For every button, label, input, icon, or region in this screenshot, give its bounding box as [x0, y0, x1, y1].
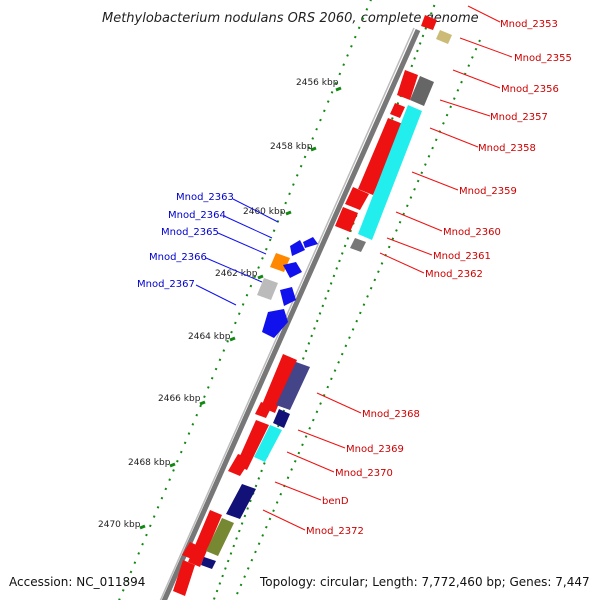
cds-arrow [228, 454, 251, 476]
cds-block-gray-small [350, 238, 366, 252]
cds-arrow-blue [262, 309, 288, 338]
cds-block-navy [201, 557, 216, 569]
scale-track-ticks [118, 0, 372, 600]
cds-block-gray [257, 278, 278, 300]
gene-label-mnod-2361: Mnod_2361 [433, 251, 491, 262]
cds-arrow [182, 542, 203, 560]
cds-arrow-blue [280, 287, 296, 306]
left-leaders [195, 198, 279, 306]
gene-label-mnod-2362: Mnod_2362 [425, 269, 483, 280]
cds-arrow [335, 207, 358, 232]
tick-label: 2468 kbp [128, 458, 171, 468]
cds-block-cyan [358, 105, 422, 240]
tick-label: 2464 kbp [188, 332, 231, 342]
cds-arrow [358, 118, 403, 195]
cds-block-olive [206, 518, 234, 556]
tick-label: 2460 kbp [243, 207, 286, 217]
tick-label: 2458 kbp [270, 142, 313, 152]
gene-label-mnod-2365: Mnod_2365 [161, 227, 219, 238]
gene-label-mnod-2359: Mnod_2359 [459, 186, 517, 197]
cds-block-beige [436, 30, 452, 44]
gene-label-mnod-2372: Mnod_2372 [306, 526, 364, 537]
reverse-cds [257, 237, 318, 338]
tick-label: 2466 kbp [158, 394, 201, 404]
gene-label-mnod-2366: Mnod_2366 [149, 252, 207, 263]
cds-arrow [345, 187, 369, 210]
cds-block-navy [226, 484, 256, 519]
cds-block-navy [273, 409, 290, 428]
gene-label-mnod-2357: Mnod_2357 [490, 112, 548, 123]
gene-label-mnod-2369: Mnod_2369 [346, 444, 404, 455]
cds-block-gray [410, 76, 434, 106]
cds-arrow-blue [303, 237, 318, 248]
accession-text: Accession: NC_011894 [9, 575, 145, 589]
right-leaders [262, 5, 513, 531]
map-title: Methylobacterium nodulans ORS 2060, comp… [102, 11, 479, 26]
kbp-tick-marks [139, 86, 342, 530]
cds-arrow [173, 560, 195, 596]
cds-arrow-blue [283, 262, 302, 278]
gene-label-mnod-2367: Mnod_2367 [137, 279, 195, 290]
forward-cds-lower [173, 354, 297, 596]
topology-text: Topology: circular; Length: 7,772,460 bp… [259, 575, 590, 589]
cds-arrow-blue [290, 240, 305, 256]
gene-label-mnod-2368: Mnod_2368 [362, 409, 420, 420]
gene-label-mnod-2353: Mnod_2353 [500, 19, 558, 30]
gene-label-mnod-2356: Mnod_2356 [501, 84, 559, 95]
inner-cds-lower [201, 362, 310, 569]
tick-label: 2470 kbp [98, 520, 141, 530]
cds-arrow [261, 354, 297, 413]
tick-label: 2456 kbp [296, 78, 339, 88]
cds-arrow [397, 70, 418, 100]
cds-block-purple [276, 362, 310, 410]
inner-cds-upper [350, 30, 452, 252]
gene-label-mnod-2364: Mnod_2364 [168, 210, 226, 221]
gene-label-mnod-2355: Mnod_2355 [514, 53, 572, 64]
tick-label: 2462 kbp [215, 269, 258, 279]
gene-label-mnod-2363: Mnod_2363 [176, 192, 234, 203]
gene-label-mnod-2370: Mnod_2370 [335, 468, 393, 479]
gene-label-mnod-2358: Mnod_2358 [478, 143, 536, 154]
genome-backbone [161, 28, 421, 600]
forward-cds-upper [335, 15, 437, 232]
cds-block-cyan [254, 425, 282, 462]
gene-label-mnod-2360: Mnod_2360 [443, 227, 501, 238]
cds-arrow [421, 15, 437, 30]
cds-arrow [255, 402, 272, 418]
cds-arrow [390, 103, 405, 118]
gene-label-bend: benD [322, 496, 349, 507]
